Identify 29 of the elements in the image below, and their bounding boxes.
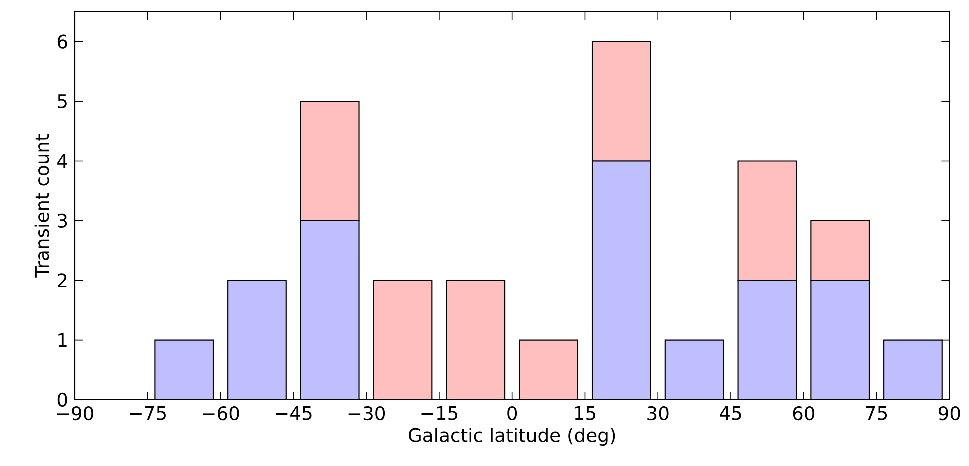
x-tick-label: 75	[866, 406, 888, 420]
bar	[300, 101, 360, 222]
x-axis-title: Galactic latitude (deg)	[408, 428, 616, 446]
y-axis-title: Transient count	[34, 134, 50, 278]
y-tick-label: 5	[58, 94, 67, 108]
y-tick-label: 0	[58, 392, 68, 408]
bar	[519, 340, 578, 400]
bar	[738, 160, 798, 282]
bar	[373, 280, 433, 400]
x-tick-label: 60	[793, 406, 815, 421]
x-tick-label: −45	[276, 406, 312, 420]
y-tick-label: 1	[58, 333, 67, 348]
bar	[810, 220, 870, 282]
y-tick-label: 2	[58, 274, 67, 288]
x-tick-label: 45	[720, 406, 742, 420]
x-tick-label: −90	[57, 406, 94, 421]
x-tick-label: −30	[348, 406, 386, 421]
x-tick-label: −75	[130, 406, 166, 420]
x-tick-label: 0	[508, 406, 518, 421]
y-tick-label: 4	[58, 154, 68, 168]
y-tick-label: 6	[58, 34, 68, 49]
x-tick-label: −15	[422, 406, 458, 420]
bar	[446, 280, 506, 400]
x-tick-label: −60	[203, 406, 240, 421]
y-tick-label: 3	[58, 214, 68, 228]
x-tick-label: 90	[938, 406, 960, 421]
x-tick-label: 30	[648, 406, 669, 421]
bar	[592, 41, 652, 162]
x-tick-label: 15	[575, 406, 596, 420]
